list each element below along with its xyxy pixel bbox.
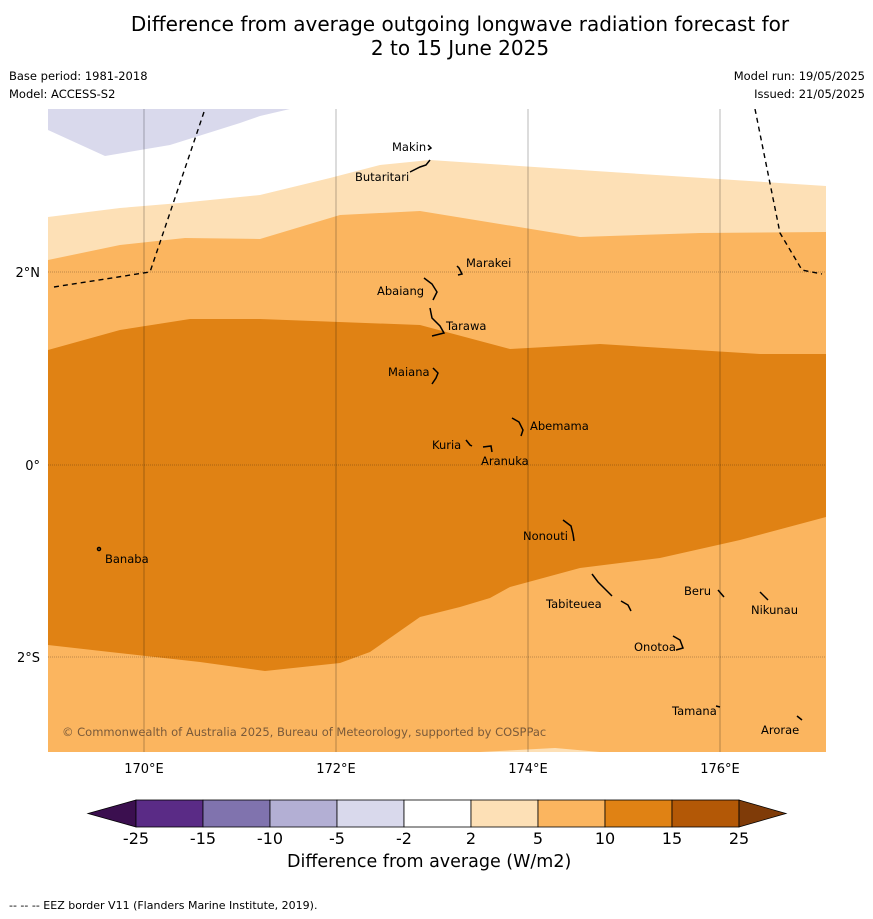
island-outlines <box>96 144 803 721</box>
svg-text:10: 10 <box>595 829 615 848</box>
band-5-10-south <box>48 517 826 752</box>
label-beru: Beru <box>684 584 711 598</box>
label-butaritari: Butaritari <box>355 170 409 184</box>
colorbar-extend-low <box>86 799 137 828</box>
base-period: Base period: 1981-2018 <box>9 69 148 83</box>
meta-left: Base period: 1981-2018 Model: ACCESS-S2 <box>9 67 148 103</box>
label-abaiang: Abaiang <box>377 284 424 298</box>
map-title: Difference from average outgoing longwav… <box>0 12 873 60</box>
svg-text:-10: -10 <box>257 829 283 848</box>
label-arorae: Arorae <box>761 723 799 737</box>
label-onotoa: Onotoa <box>634 640 676 654</box>
svg-text:-15: -15 <box>190 829 216 848</box>
model-name: Model: ACCESS-S2 <box>9 87 116 101</box>
label-banaba: Banaba <box>105 552 149 566</box>
lon-label-176: 176°E <box>700 762 740 777</box>
title-line-2: 2 to 15 June 2025 <box>370 36 550 60</box>
lon-label-172: 172°E <box>316 762 356 777</box>
model-run: Model run: 19/05/2025 <box>733 69 865 83</box>
colorbar-extend-high <box>738 799 788 828</box>
label-nikunau: Nikunau <box>751 603 798 617</box>
eez-footnote: -- -- -- EEZ border V11 (Flanders Marine… <box>9 899 318 912</box>
svg-text:15: 15 <box>662 829 682 848</box>
colorbar-ticks: -25 -15 -10 -5 -2 2 5 10 15 25 <box>123 829 749 848</box>
meta-right: Model run: 19/05/2025 Issued: 21/05/2025 <box>734 67 865 103</box>
place-labels: Makin Butaritari Marakei Abaiang Tarawa … <box>105 140 799 737</box>
copyright-notice: © Commonwealth of Australia 2025, Bureau… <box>62 725 546 739</box>
label-nonouti: Nonouti <box>523 529 568 543</box>
eez-border-east <box>754 109 823 275</box>
band-neutral <box>48 109 826 217</box>
label-kuria: Kuria <box>432 438 461 452</box>
label-makin: Makin <box>392 140 426 154</box>
colorbar <box>86 799 788 828</box>
svg-text:-2: -2 <box>396 829 412 848</box>
lat-label-2n: 2°N <box>16 266 41 281</box>
band-neg-5-2 <box>48 109 290 156</box>
axis-labels: 2°N 0° 2°S 170°E 172°E 174°E 176°E <box>16 266 740 777</box>
svg-text:2: 2 <box>466 829 476 848</box>
lat-label-0: 0° <box>25 459 40 474</box>
graticule <box>143 109 721 752</box>
map-area: Makin Butaritari Marakei Abaiang Tarawa … <box>48 109 826 752</box>
svg-text:25: 25 <box>729 829 749 848</box>
label-tamana: Tamana <box>671 704 717 718</box>
eez-border-west <box>53 109 206 288</box>
label-marakei: Marakei <box>466 256 511 270</box>
svg-text:-5: -5 <box>329 829 345 848</box>
colorbar-title: Difference from average (W/m2) <box>287 852 572 872</box>
svg-text:5: 5 <box>533 829 543 848</box>
label-abemama: Abemama <box>530 419 589 433</box>
label-tabiteuea: Tabiteuea <box>545 597 602 611</box>
label-tarawa: Tarawa <box>445 319 486 333</box>
lat-label-2s: 2°S <box>17 651 40 666</box>
label-maiana: Maiana <box>388 365 430 379</box>
label-aranuka: Aranuka <box>481 454 529 468</box>
issued-date: Issued: 21/05/2025 <box>754 87 865 101</box>
lon-label-174: 174°E <box>508 762 548 777</box>
svg-text:-25: -25 <box>123 829 149 848</box>
title-line-1: Difference from average outgoing longwav… <box>130 12 790 36</box>
lon-label-170: 170°E <box>124 762 164 777</box>
